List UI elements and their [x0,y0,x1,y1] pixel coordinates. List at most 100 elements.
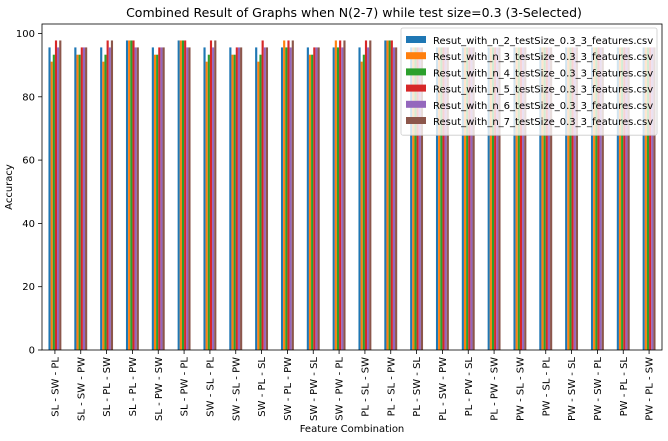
bar [575,47,579,351]
bar [78,54,81,350]
y-tick-label: 80 [22,92,35,103]
bar [496,47,499,351]
bar [177,40,180,351]
bar [573,47,576,351]
bar [255,47,258,351]
bar [590,47,594,351]
legend-entry: Resut_with_n_2_testSize_0.3_3_features.c… [433,36,653,47]
bar [470,47,473,351]
x-tick-label: PW - PL - SL [619,357,630,417]
x-tick-label: SL - SW - PL [50,357,61,417]
bar [384,40,387,351]
bar [130,40,133,351]
bar [524,47,527,351]
bar [209,40,213,351]
legend-frame [400,27,658,136]
bar [623,47,626,351]
bar [317,47,320,351]
bar [289,47,292,351]
y-tick-label: 100 [16,29,35,40]
y-tick-label: 20 [22,282,35,293]
bar [646,47,650,351]
x-tick-label: SL - PW - PL [180,357,191,417]
legend-entry: Resut_with_n_3_testSize_0.3_3_features.c… [433,52,653,63]
bar [416,47,419,351]
x-tick-label: SW - PW - SL [309,357,320,421]
bar [390,40,393,351]
bar [125,40,129,351]
bar [263,47,266,351]
bar [291,40,294,351]
bar [106,40,109,351]
bar [136,47,139,351]
bar [179,40,182,351]
bar [440,47,443,351]
bar [343,40,346,351]
y-tick-label: 40 [22,219,35,230]
legend-swatch [406,117,426,124]
bar [358,47,361,351]
bar [364,40,368,351]
bar [595,47,598,351]
y-tick-label: 60 [22,156,35,167]
chart-title: Combined Result of Graphs when N(2-7) wh… [126,5,582,20]
bar [410,47,413,351]
bar [599,47,602,351]
x-tick-label: SW - SL - PW [231,357,242,421]
bar [257,61,260,350]
bar [214,40,217,351]
bar [285,47,288,351]
bar [435,47,439,351]
y-axis-label: Accuracy [4,164,15,210]
bar [212,47,215,351]
bar [565,47,568,351]
bar [444,47,447,351]
bar [463,47,467,351]
bar [367,47,370,351]
x-tick-label: PW - SL - PL [541,357,552,417]
bar [336,47,340,351]
bar [395,47,398,351]
bar [100,47,103,351]
bar [188,47,191,351]
bar [158,47,161,351]
bar [545,47,548,351]
y-tick-label: 0 [29,346,35,357]
bar [308,54,312,350]
bar [339,40,342,351]
x-axis: SL - SW - PL SL - SW - PW SL - PL - SW SL -… [50,350,656,421]
bars-group [48,40,656,351]
bar [653,47,656,351]
x-tick-label: SW - PW - PL [335,357,346,421]
bar [522,47,525,351]
x-tick-label: SL - PL - SW [102,357,113,417]
bar [311,54,314,350]
bar [229,47,232,351]
bar [207,54,210,350]
bar [438,47,441,351]
bar [442,47,445,351]
bar [235,47,238,351]
bar [237,47,241,351]
bar [547,47,551,351]
bar [491,47,495,351]
bar [57,47,60,351]
bar [156,54,159,350]
bar [52,54,55,350]
bar [261,40,264,351]
bar [128,40,131,351]
bar [593,47,596,351]
bar [341,47,344,351]
bar [82,47,86,351]
bar [420,47,424,351]
bar [151,47,154,351]
bar [233,54,236,350]
bar [567,47,570,351]
bar [392,47,396,351]
bar [418,47,421,351]
bar [334,40,337,351]
bar [265,47,269,351]
bar [181,40,185,351]
bar [160,47,163,351]
